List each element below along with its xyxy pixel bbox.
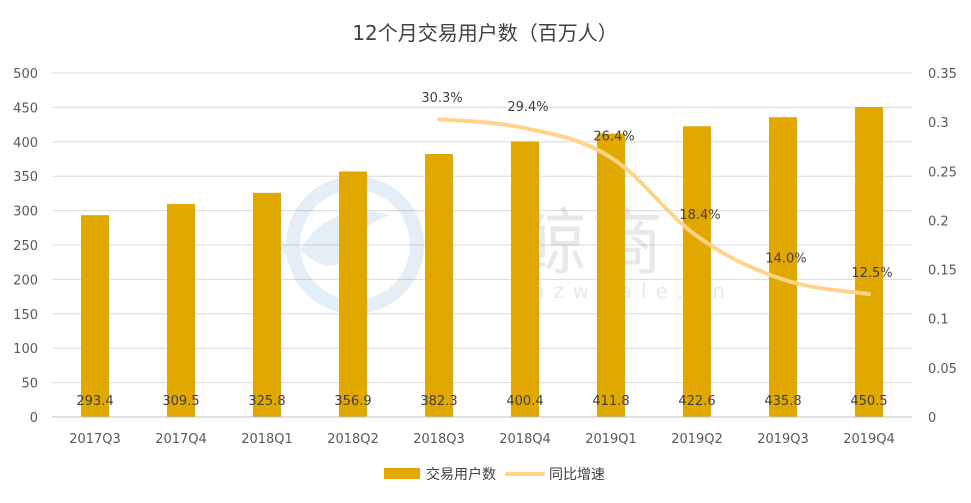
bar <box>769 117 797 417</box>
bar <box>683 126 711 418</box>
x-tick-label: 2018Q1 <box>241 432 293 447</box>
left-y-tick-label: 200 <box>13 273 38 288</box>
left-y-tick-label: 350 <box>13 170 38 185</box>
bar <box>855 107 883 417</box>
right-y-tick-label: 0.25 <box>928 165 957 180</box>
line-data-label: 29.4% <box>507 100 548 115</box>
bar <box>339 171 367 417</box>
bar-data-label: 435.8 <box>764 394 801 409</box>
bar-data-label: 411.8 <box>592 394 629 409</box>
x-tick-label: 2018Q2 <box>327 432 379 447</box>
line-data-label: 18.4% <box>679 208 720 223</box>
left-y-tick-label: 100 <box>13 342 38 357</box>
left-y-tick-label: 250 <box>13 239 38 254</box>
bar <box>511 141 539 418</box>
legend-swatch-bar <box>384 468 420 479</box>
left-y-tick-label: 450 <box>13 101 38 116</box>
bar-data-label: 325.8 <box>248 394 285 409</box>
legend-label-bar: 交易用户数 <box>426 466 496 483</box>
left-y-tick-label: 300 <box>13 205 38 220</box>
bar-data-labels: 293.4 309.5 325.8 356.9 382.3 400.4 411.8 422.6… <box>76 394 887 409</box>
left-y-tick-label: 400 <box>13 136 38 151</box>
right-y-tick-label: 0 <box>928 411 936 426</box>
right-y-tick-label: 0.05 <box>928 362 957 377</box>
left-y-tick-label: 150 <box>13 308 38 323</box>
bar-data-label: 400.4 <box>506 394 543 409</box>
legend-label-line: 同比增速 <box>549 467 605 483</box>
line-data-label: 12.5% <box>851 266 892 281</box>
bar <box>167 204 195 417</box>
bar-data-label: 422.6 <box>678 394 715 409</box>
x-tick-label: 2019Q2 <box>671 432 723 447</box>
right-y-tick-label: 0.1 <box>928 313 949 328</box>
bar-data-label: 293.4 <box>76 394 113 409</box>
right-y-axis: 0 0.05 0.1 0.15 0.2 0.25 0.3 0.35 <box>928 67 957 426</box>
bar-data-label: 356.9 <box>334 394 371 409</box>
x-axis: 2017Q3 2017Q4 2018Q1 2018Q2 2018Q3 2018Q4 2019… <box>52 416 912 447</box>
x-tick-label: 2017Q3 <box>69 432 121 447</box>
line-data-label: 14.0% <box>765 251 806 266</box>
bar <box>81 215 109 417</box>
bar <box>253 192 281 417</box>
legend: 交易用户数 同比增速 <box>384 466 605 483</box>
bar-data-label: 450.5 <box>850 394 887 409</box>
line-data-labels: 30.3% 29.4% 26.4% 18.4% 14.0% 12.5% <box>421 91 892 281</box>
bar <box>597 133 625 418</box>
x-tick-label: 2018Q4 <box>499 432 551 447</box>
right-y-tick-label: 0.2 <box>928 214 949 229</box>
left-y-tick-label: 500 <box>13 67 38 82</box>
line-data-label: 26.4% <box>593 130 634 145</box>
right-y-tick-label: 0.35 <box>928 67 957 82</box>
right-y-tick-label: 0.3 <box>928 116 949 131</box>
x-tick-label: 2019Q1 <box>585 432 637 447</box>
x-tick-label: 2017Q4 <box>155 432 207 447</box>
line-data-label: 30.3% <box>421 91 462 106</box>
bar-data-label: 382.3 <box>420 394 457 409</box>
line-series <box>437 117 871 297</box>
watermark-brand-text: 鲸商 <box>515 201 667 285</box>
left-y-axis: 0 50 100 150 200 250 300 350 400 450 500 <box>13 67 38 426</box>
gridlines <box>52 72 912 418</box>
x-tick-label: 2018Q3 <box>413 432 465 447</box>
chart-title: 12个月交易用户数（百万人） <box>352 21 617 45</box>
bar <box>425 153 453 417</box>
x-tick-label: 2019Q3 <box>757 432 809 447</box>
bar-data-label: 309.5 <box>162 394 199 409</box>
left-y-tick-label: 50 <box>21 377 38 392</box>
left-y-tick-label: 0 <box>30 411 38 426</box>
x-tick-label: 2019Q4 <box>843 432 895 447</box>
growth-line <box>437 117 871 297</box>
right-y-tick-label: 0.15 <box>928 264 957 279</box>
bar-series <box>81 107 883 418</box>
